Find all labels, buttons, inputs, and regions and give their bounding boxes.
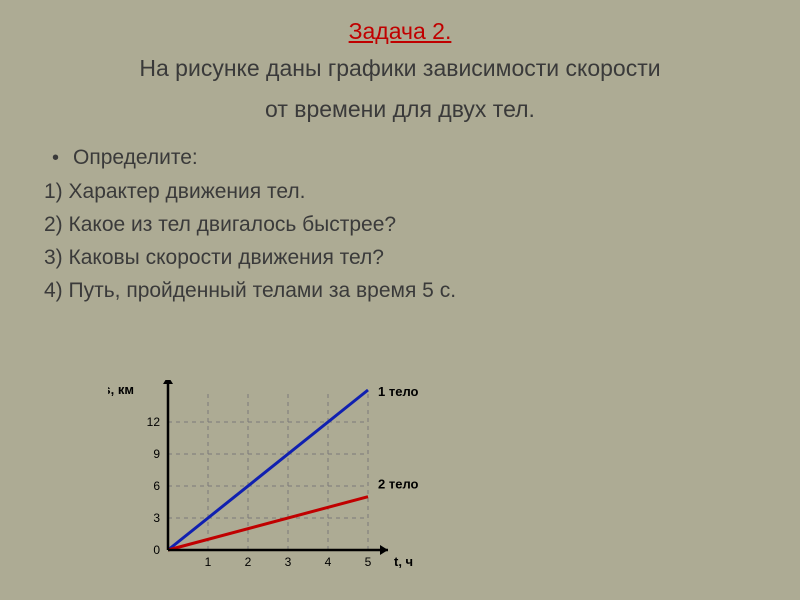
svg-text:t, ч: t, ч [394,554,413,569]
svg-text:2: 2 [245,555,252,569]
svg-text:s, км: s, км [108,382,134,397]
svg-text:4: 4 [325,555,332,569]
bullet-icon: • [52,147,59,170]
question-item: 4) Путь, пройденный телами за время 5 с. [40,279,768,303]
distance-time-chart: 03691212345s, кмt, ч1 тело2 тело [108,380,468,590]
title-line2: от времени для двух тел. [32,92,768,127]
determine-label: Определите: [73,146,198,170]
title-line1: На рисунке даны графики зависимости скор… [32,51,768,86]
svg-text:2 тело: 2 тело [378,477,419,492]
task-label: Задача 2. [349,18,452,44]
content-block: • Определите: 1) Характер движения тел. … [32,146,768,303]
question-item: 1) Характер движения тел. [40,180,768,204]
svg-text:12: 12 [147,415,161,429]
determine-row: • Определите: [40,146,768,170]
svg-text:6: 6 [153,479,160,493]
svg-text:0: 0 [153,543,160,557]
svg-text:5: 5 [365,555,372,569]
svg-text:1: 1 [205,555,212,569]
question-item: 2) Какое из тел двигалось быстрее? [40,213,768,237]
svg-text:3: 3 [285,555,292,569]
svg-text:1 тело: 1 тело [378,384,419,399]
svg-text:3: 3 [153,511,160,525]
question-item: 3) Каковы скорости движения тел? [40,246,768,270]
svg-text:9: 9 [153,447,160,461]
